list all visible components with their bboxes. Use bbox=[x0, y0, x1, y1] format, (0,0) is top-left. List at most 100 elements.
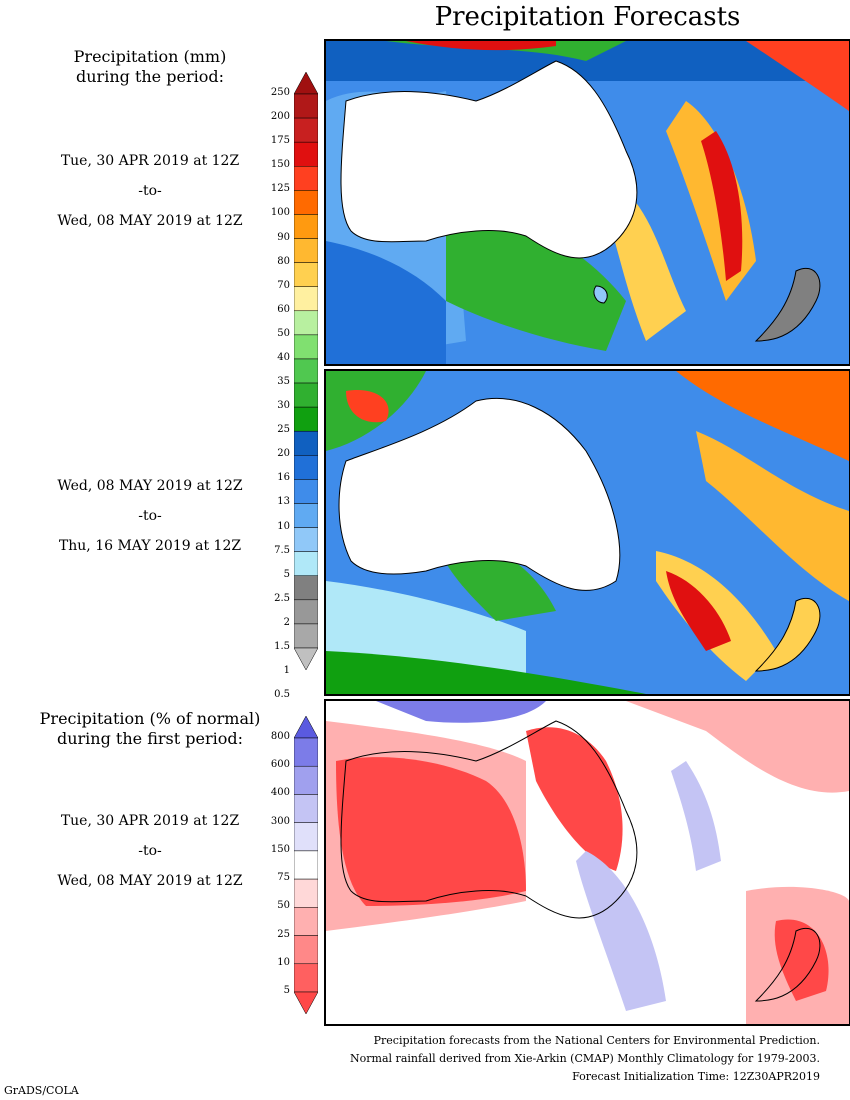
legend-mm-tick-label: 2.5 bbox=[274, 592, 290, 604]
legend-mm-swatch bbox=[293, 575, 319, 601]
legend-pct-arrow-top bbox=[293, 715, 319, 739]
legend-pct-swatch bbox=[293, 737, 319, 767]
legend-mm-swatch bbox=[293, 93, 319, 119]
legend-mm-swatch bbox=[293, 623, 319, 649]
legend-mm-swatch bbox=[293, 358, 319, 384]
legend-mm-arrow-top bbox=[293, 71, 319, 95]
map-precip-period-1 bbox=[324, 39, 850, 366]
legend-pct-tick-label: 800 bbox=[270, 731, 290, 742]
legend-mm-tick-label: 80 bbox=[277, 255, 290, 267]
legend-mm-swatch bbox=[293, 503, 319, 528]
legend-pct-swatch bbox=[293, 822, 319, 852]
legend-mm-swatch bbox=[293, 214, 319, 239]
legend-mm-colorbar bbox=[293, 71, 319, 671]
legend-mm-swatch bbox=[293, 286, 319, 312]
legend-mm-heading-line1: Precipitation (mm) bbox=[73, 47, 227, 66]
legend-mm-tick-label: 2 bbox=[283, 616, 290, 628]
legend-mm-swatch bbox=[293, 551, 319, 576]
legend-pct-colorbar bbox=[293, 715, 319, 1015]
legend-mm-swatch bbox=[293, 141, 319, 167]
legend-mm-ticks: 250 200 175 150 125 100 90 80 70 60 50 40 35 30 25 20 16… bbox=[260, 72, 292, 700]
legend-pct-heading: Precipitation (% of normal) during the f… bbox=[0, 709, 300, 749]
legend-mm-swatch bbox=[293, 310, 319, 336]
legend-mm-swatch bbox=[293, 479, 319, 504]
legend-mm-swatch bbox=[293, 117, 319, 143]
legend-pct-tick-label: 400 bbox=[270, 787, 290, 799]
legend-mm-swatch bbox=[293, 262, 319, 287]
legend-mm-tick-label: 200 bbox=[270, 111, 290, 123]
period-3-sep: -to- bbox=[138, 843, 162, 859]
legend-mm-tick-label: 0.5 bbox=[274, 689, 290, 701]
legend-mm-swatch bbox=[293, 238, 319, 263]
legend-mm-tick-label: 150 bbox=[270, 159, 290, 171]
map-1-canvas bbox=[326, 41, 849, 364]
legend-pct-swatch bbox=[293, 935, 319, 965]
legend-pct-tick-label: 5 bbox=[283, 985, 290, 996]
legend-pct-tick-label: 50 bbox=[277, 900, 290, 912]
legend-pct-tick-label: 75 bbox=[277, 872, 290, 884]
legend-mm-swatch bbox=[293, 382, 319, 408]
legend-mm-swatch bbox=[293, 599, 319, 625]
footer-line-2: Normal rainfall derived from Xie-Arkin (… bbox=[350, 1052, 820, 1065]
legend-mm-tick-label: 100 bbox=[270, 207, 290, 219]
legend-mm-tick-label: 25 bbox=[277, 424, 290, 436]
legend-mm-tick-label: 60 bbox=[277, 303, 290, 315]
legend-mm-tick-label: 30 bbox=[277, 400, 290, 412]
legend-mm-swatch bbox=[293, 190, 319, 215]
footer-line-1: Precipitation forecasts from the Nationa… bbox=[373, 1034, 820, 1047]
legend-pct-tick-label: 25 bbox=[277, 928, 290, 940]
legend-mm-tick-label: 70 bbox=[277, 279, 290, 291]
period-2-sep: -to- bbox=[138, 508, 162, 524]
map-3-canvas bbox=[326, 701, 849, 1024]
legend-mm-tick-label: 40 bbox=[277, 351, 290, 363]
legend-mm-tick-label: 90 bbox=[277, 231, 290, 243]
period-1-start: Tue, 30 APR 2019 at 12Z bbox=[60, 153, 240, 169]
legend-mm-tick-label: 20 bbox=[277, 448, 290, 460]
legend-mm-tick-label: 5 bbox=[283, 568, 290, 580]
legend-pct-swatch bbox=[293, 907, 319, 936]
period-2-start: Wed, 08 MAY 2019 at 12Z bbox=[57, 478, 243, 494]
legend-pct-tick-label: 10 bbox=[277, 956, 290, 968]
legend-pct-heading-line2: during the first period: bbox=[56, 729, 244, 748]
period-3-end: Wed, 08 MAY 2019 at 12Z bbox=[57, 873, 243, 889]
legend-pct-swatch bbox=[293, 963, 319, 993]
legend-pct-tick-label: 150 bbox=[270, 843, 290, 855]
legend-mm-tick-label: 7.5 bbox=[274, 544, 290, 556]
legend-mm-tick-label: 16 bbox=[277, 472, 290, 484]
period-2-end: Thu, 16 MAY 2019 at 12Z bbox=[58, 538, 242, 554]
legend-pct-arrow-bottom bbox=[293, 991, 319, 1015]
map-2-canvas bbox=[326, 371, 849, 694]
period-3-start: Tue, 30 APR 2019 at 12Z bbox=[60, 813, 240, 829]
map-precip-period-2 bbox=[324, 369, 850, 696]
page-title: Precipitation Forecasts bbox=[434, 2, 741, 32]
legend-pct-swatch bbox=[293, 878, 319, 908]
legend-mm-swatch bbox=[293, 455, 319, 480]
legend-mm-heading: Precipitation (mm) during the period: bbox=[0, 47, 300, 87]
legend-mm-swatch bbox=[293, 334, 319, 360]
period-1-sep: -to- bbox=[138, 183, 162, 199]
legend-mm-arrow-bottom bbox=[293, 647, 319, 671]
legend-pct-swatch bbox=[293, 794, 319, 823]
legend-mm-colorbar-svg bbox=[293, 71, 319, 671]
footer-line-3: Forecast Initialization Time: 12Z30APR20… bbox=[572, 1070, 820, 1083]
legend-mm-tick-label: 250 bbox=[270, 87, 290, 98]
legend-mm-tick-label: 175 bbox=[270, 135, 290, 147]
legend-pct-tick-label: 300 bbox=[270, 815, 290, 827]
legend-mm-heading-line2: during the period: bbox=[76, 67, 224, 86]
legend-mm-tick-label: 50 bbox=[277, 327, 290, 339]
legend-mm-swatch bbox=[293, 430, 319, 456]
legend-mm-tick-label: 125 bbox=[270, 183, 290, 195]
legend-mm-swatch bbox=[293, 166, 319, 191]
legend-pct-swatch bbox=[293, 850, 319, 880]
legend-mm-tick-label: 1.5 bbox=[274, 641, 290, 652]
map-precip-pct-normal bbox=[324, 699, 850, 1026]
legend-pct-heading-line1: Precipitation (% of normal) bbox=[39, 709, 261, 728]
credit-text: GrADS/COLA bbox=[4, 1084, 79, 1097]
legend-mm-tick-label: 13 bbox=[277, 496, 290, 508]
period-1-end: Wed, 08 MAY 2019 at 12Z bbox=[57, 213, 243, 229]
legend-mm-tick-label: 10 bbox=[277, 520, 290, 532]
legend-mm-tick-label: 35 bbox=[277, 376, 290, 388]
legend-pct-ticks: 800 600 400 300 150 75 50 25 10 5 bbox=[260, 716, 292, 1014]
legend-pct-colorbar-svg bbox=[293, 715, 319, 1015]
legend-pct-swatch bbox=[293, 765, 319, 795]
